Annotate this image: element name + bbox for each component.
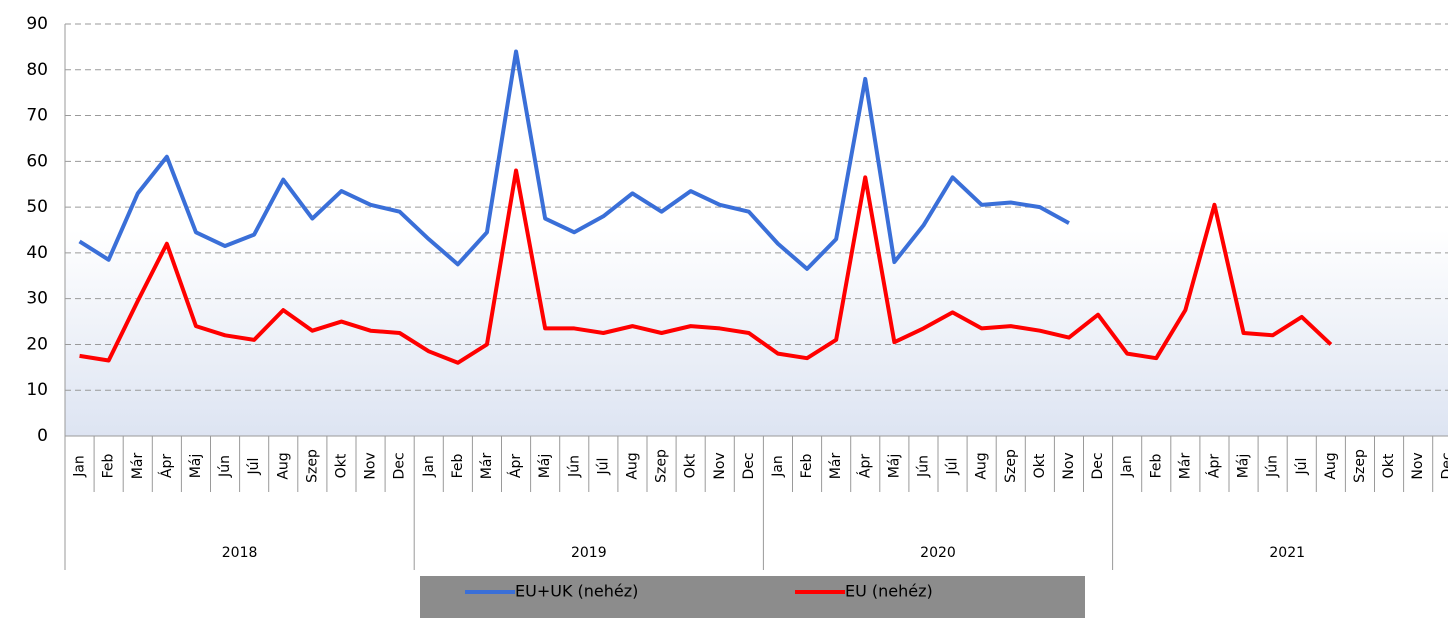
x-tick-label: Nov [712, 452, 728, 479]
x-tick-label: Jan [1119, 455, 1135, 478]
year-label: 2021 [1269, 545, 1305, 561]
x-tick-label: Dec [741, 452, 757, 479]
x-tick-label: Jan [72, 455, 88, 478]
y-tick-label: 50 [26, 197, 48, 217]
x-tick-label: Máj [537, 454, 553, 479]
y-tick-label: 30 [26, 289, 48, 309]
x-tick-label: Szep [654, 449, 670, 483]
y-tick-label: 80 [26, 60, 48, 80]
x-tick-label: Nov [1410, 452, 1426, 479]
x-tick-label: Jún [915, 455, 931, 478]
x-tick-label: Már [1177, 453, 1193, 480]
x-tick-label: Júl [945, 458, 961, 476]
x-tick-label: Ápr [158, 454, 175, 478]
legend-box [420, 576, 1085, 618]
x-tick-label: Feb [101, 453, 117, 478]
legend: EU+UK (nehéz) EU (nehéz) [420, 576, 1085, 618]
x-tick-label: Ápr [1205, 454, 1222, 478]
x-tick-label: Máj [188, 454, 204, 479]
legend-label: EU+UK (nehéz) [515, 582, 638, 601]
x-tick-label: Jan [421, 455, 437, 478]
x-tick-label: Nov [363, 452, 379, 479]
x-tick-label: Okt [1032, 453, 1048, 478]
x-tick-label: Már [479, 453, 495, 480]
x-tick-label: Már [130, 453, 146, 480]
x-tick-label: Szep [304, 449, 320, 483]
y-tick-label: 70 [26, 106, 48, 126]
x-tick-label: Dec [1090, 452, 1106, 479]
x-tick-label: Szep [1352, 449, 1368, 483]
y-tick-label: 10 [26, 380, 48, 400]
data-line [79, 168, 1333, 365]
x-tick-label: Aug [624, 452, 640, 479]
x-tick-label: Jan [770, 455, 786, 478]
x-tick-label: Okt [333, 453, 349, 478]
year-label: 2019 [571, 545, 607, 561]
y-tick-label: 60 [26, 151, 48, 171]
year-label: 2018 [222, 545, 258, 561]
x-tick-label: Júl [246, 458, 262, 476]
x-tick-label: Okt [1381, 453, 1397, 478]
x-tick-label: Már [828, 453, 844, 480]
x-tick-label: Ápr [856, 454, 873, 478]
x-tick-label: Dec [392, 452, 408, 479]
x-tick-label: Nov [1061, 452, 1077, 479]
x-tick-label: Feb [1148, 453, 1164, 478]
x-tick-label: Szep [1003, 449, 1019, 483]
x-tick-label: Aug [1323, 452, 1339, 479]
x-tick-label: Feb [450, 453, 466, 478]
x-tick-label: Ápr [507, 454, 524, 478]
x-tick-label: Máj [1236, 454, 1252, 479]
x-tick-label: Jún [566, 455, 582, 478]
x-tick-label: Aug [974, 452, 990, 479]
x-tick-label: Aug [275, 452, 291, 479]
legend-label: EU (nehéz) [845, 582, 933, 601]
x-tick-label: Júl [595, 458, 611, 476]
y-tick-label: 40 [26, 243, 48, 263]
data-line [78, 49, 1070, 271]
x-tick-label: Máj [886, 454, 902, 479]
x-tick-label: Jún [217, 455, 233, 478]
y-tick-label: 90 [26, 14, 48, 34]
x-tick-label: Jún [1265, 455, 1281, 478]
x-tick-label: Okt [683, 453, 699, 478]
x-tick-label: Feb [799, 453, 815, 478]
y-tick-label: 0 [37, 426, 48, 446]
plot-background [65, 24, 1448, 436]
y-tick-label: 20 [26, 334, 48, 354]
x-tick-label: Dec [1439, 452, 1448, 479]
year-label: 2020 [920, 545, 956, 561]
x-tick-label: Júl [1294, 458, 1310, 476]
